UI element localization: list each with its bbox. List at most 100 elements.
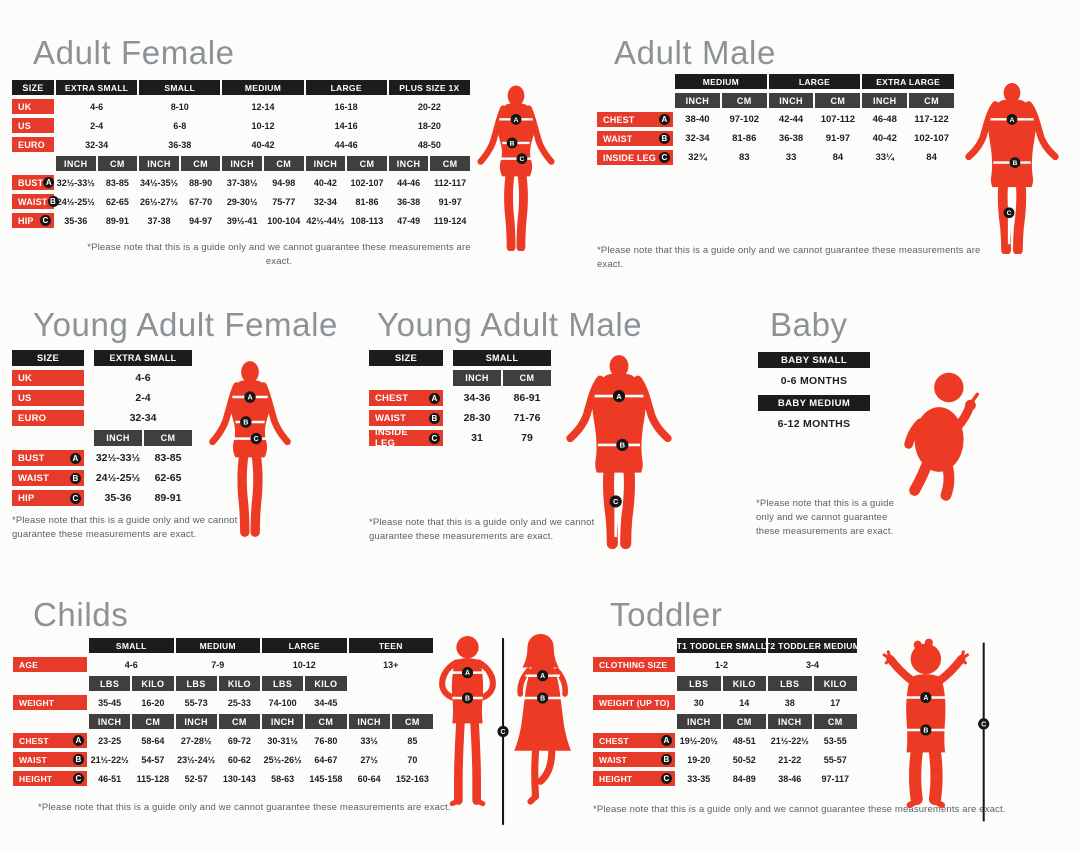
value-cell: 54-57 xyxy=(141,754,165,765)
value-cell: 83-85 xyxy=(154,452,182,464)
value-cell: 85 xyxy=(407,735,418,746)
value-cell: 36-38 xyxy=(168,139,192,150)
value-cell: 4-6 xyxy=(135,372,151,384)
value-cell: 24½-25½ xyxy=(95,472,141,484)
figure-limbs xyxy=(477,105,555,251)
row-letter-badge: A xyxy=(661,735,672,746)
value-cell: 89-91 xyxy=(105,215,129,226)
childs-silhouettes: A B C A B xyxy=(439,634,572,825)
baby-small-header: BABY SMALL xyxy=(758,352,870,368)
girl-waist-marker: B xyxy=(537,692,549,704)
value-cell: 32-34 xyxy=(85,139,109,150)
row-label-text: EURO xyxy=(18,139,45,150)
value-cell: 97-102 xyxy=(729,114,760,125)
size-column-header: SMALL xyxy=(139,80,221,95)
unit-header: INCH xyxy=(768,714,812,729)
value-cell: 29-30½ xyxy=(226,196,258,207)
figure-art xyxy=(988,82,1036,188)
row-letter-badge: A xyxy=(429,392,440,404)
row-letter-badge: B xyxy=(70,472,81,484)
value-cell: 74-100 xyxy=(268,697,297,708)
value-cell: 152-163 xyxy=(395,773,429,784)
size-column-header: T2 TODDLER MEDIUM xyxy=(765,638,860,653)
size-column-header: EXTRA SMALL xyxy=(94,350,192,366)
value-cell: 39½-41 xyxy=(226,215,258,226)
chest-marker: A xyxy=(920,691,932,704)
unit-header: INCH xyxy=(453,370,501,386)
value-cell: 21½-22½ xyxy=(90,754,129,765)
unit-header: CM xyxy=(815,93,861,108)
row-label-text: CHEST xyxy=(375,392,409,404)
unit-header: CM xyxy=(180,156,221,171)
row-label-text: UK xyxy=(18,101,32,112)
value-cell: 89-91 xyxy=(154,492,182,504)
value-cell: 75-77 xyxy=(272,196,296,207)
young-adult-male-silhouette: A B C xyxy=(566,355,672,550)
value-cell: 35-36 xyxy=(64,215,88,226)
value-cell: 4-6 xyxy=(90,101,104,112)
value-cell: 13+ xyxy=(383,659,399,670)
unit-header: CM xyxy=(97,156,138,171)
row-label-text: WAIST xyxy=(603,133,633,144)
value-cell: 81-86 xyxy=(732,133,757,144)
value-cell: 2-4 xyxy=(135,392,151,404)
row-label: BUST A xyxy=(12,175,55,190)
row-letter-badge: A xyxy=(73,735,84,746)
svg-text:C: C xyxy=(254,436,259,443)
figure-limbs xyxy=(904,392,979,501)
figure-limbs xyxy=(965,101,1059,254)
value-cell: 46-48 xyxy=(872,114,897,125)
toddler-silhouette: A B C xyxy=(882,638,990,822)
unit-header: INCH xyxy=(677,714,721,729)
svg-text:B: B xyxy=(465,696,470,703)
row-label: WAIST B xyxy=(13,752,87,767)
unit-header: LBS xyxy=(768,676,812,691)
row-label: US xyxy=(12,118,54,133)
baby-size-list: BABY SMALL 0-6 MONTHS BABY MEDIUM 6-12 M… xyxy=(758,352,870,438)
young-adult-male-figure: A B C xyxy=(558,352,680,550)
unit-header: INCH xyxy=(175,714,217,729)
value-cell: 42-44 xyxy=(778,114,804,125)
unit-header: CM xyxy=(132,714,174,729)
row-label: HEIGHT C xyxy=(593,771,675,786)
value-cell: 130-143 xyxy=(222,773,256,784)
value-cell: 34-36 xyxy=(463,392,491,404)
svg-text:C: C xyxy=(613,497,619,506)
value-cell: 37-38 xyxy=(147,215,171,226)
row-letter-badge: B xyxy=(47,196,59,207)
value-cell: 47-49 xyxy=(397,215,421,226)
value-cell: 32¾ xyxy=(688,152,707,163)
figure-limbs xyxy=(566,375,672,550)
value-cell: 21½-22½ xyxy=(770,735,809,746)
value-cell: 14-16 xyxy=(334,120,358,131)
row-letter-badge: C xyxy=(659,152,670,163)
value-cell: 31 xyxy=(471,432,483,444)
value-cell: 44-46 xyxy=(334,139,358,150)
row-label: AGE xyxy=(13,657,87,672)
row-letter-badge: C xyxy=(661,773,672,784)
value-cell: 119-124 xyxy=(433,215,467,226)
svg-text:C: C xyxy=(501,729,506,736)
row-letter-badge: A xyxy=(43,177,55,188)
bust-marker: A xyxy=(244,391,256,403)
row-label: UK xyxy=(12,370,84,386)
row-label: WAIST B xyxy=(593,752,675,767)
young-adult-male-note: *Please note that this is a guide only a… xyxy=(369,517,595,542)
row-label-text: CLOTHING SIZE xyxy=(599,659,668,670)
baby-small-months: 0-6 MONTHS xyxy=(780,375,848,387)
toddler-figure: A B C xyxy=(872,634,1004,828)
size-column-header: EXTRA SMALL xyxy=(56,80,138,95)
hip-marker: C xyxy=(516,153,528,165)
row-label-text: SIZE xyxy=(22,82,44,93)
childs-figures: A B C A B xyxy=(418,632,582,830)
young-adult-male-size-table: SIZE SMALL INCH CM CHEST A 34-36 86-91 WAIST B 28-… xyxy=(369,350,551,449)
row-letter-badge: C xyxy=(40,215,51,226)
value-cell: 102-107 xyxy=(350,177,384,188)
row-label: UK xyxy=(12,99,54,114)
unit-header: LBS xyxy=(89,676,131,691)
value-cell: 17 xyxy=(830,697,841,708)
unit-header: KILO xyxy=(722,676,766,691)
value-cell: 37-38½ xyxy=(226,177,258,188)
adult-male-figure: A B C xyxy=(950,82,1074,254)
unit-header: CM xyxy=(909,93,954,108)
